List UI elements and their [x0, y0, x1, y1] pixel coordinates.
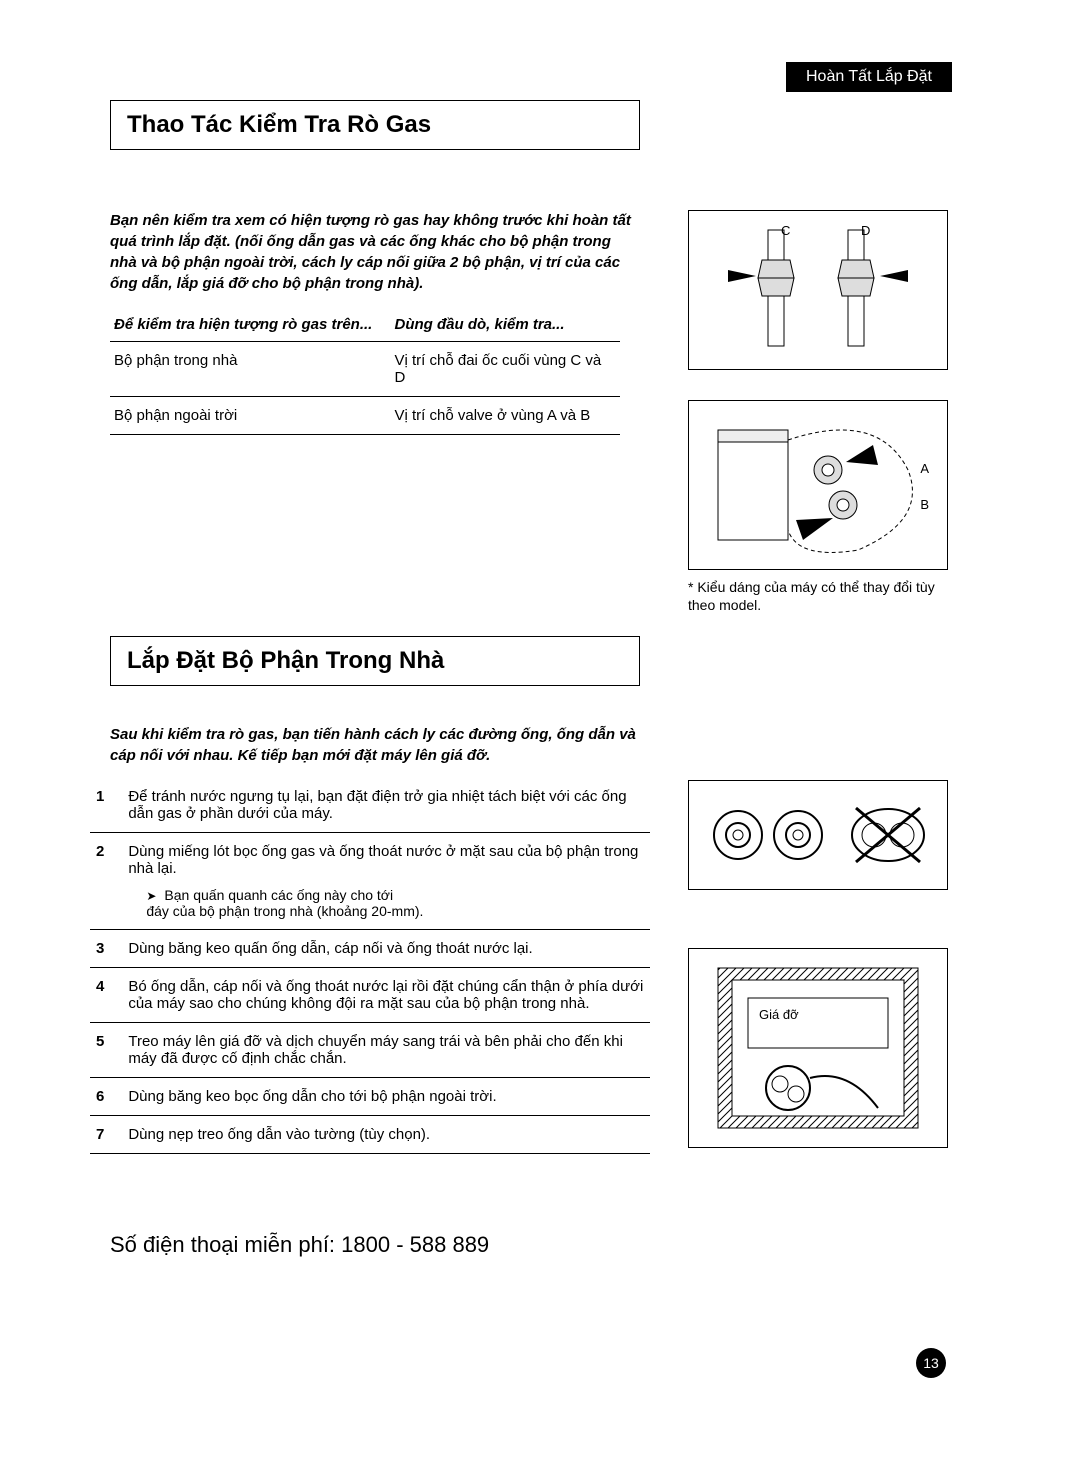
step-number: 5 — [90, 1023, 122, 1078]
label-bracket: Giá đỡ — [759, 1007, 799, 1022]
cell: Bộ phận ngoài trời — [110, 397, 391, 435]
section1-intro: Bạn nên kiểm tra xem có hiện tượng rò ga… — [110, 210, 640, 294]
header-tab: Hoàn Tất Lắp Đặt — [786, 62, 952, 92]
step-text: Để tránh nước ngưng tụ lại, bạn đặt điện… — [122, 778, 650, 833]
figure-bracket: Giá đỡ — [688, 948, 948, 1148]
step-number: 7 — [90, 1116, 122, 1154]
step-number: 2 — [90, 833, 122, 930]
section2-intro: Sau khi kiểm tra rò gas, bạn tiến hành c… — [110, 724, 660, 766]
steps-wrap: 1Để tránh nước ngưng tụ lại, bạn đặt điệ… — [90, 778, 650, 1154]
step-number: 4 — [90, 968, 122, 1023]
figure2-caption: * Kiểu dáng của máy có thể thay đổi tùy … — [688, 578, 948, 614]
table-row: Bộ phận ngoài trời Vị trí chỗ valve ở vù… — [110, 397, 620, 435]
step-row: 6Dùng băng keo bọc ống dẫn cho tới bộ ph… — [90, 1078, 650, 1116]
leak-col1-header: Để kiểm tra hiện tượng rò gas trên... — [110, 308, 391, 342]
label-d: D — [861, 223, 870, 238]
step-text: Dùng băng keo bọc ống dẫn cho tới bộ phậ… — [122, 1078, 650, 1116]
step-row: 2Dùng miếng lót bọc ống gas và ống thoát… — [90, 833, 650, 930]
section1-intro-text: Bạn nên kiểm tra xem có hiện tượng rò ga… — [110, 210, 640, 294]
step-row: 1Để tránh nước ngưng tụ lại, bạn đặt điệ… — [90, 778, 650, 833]
cell: Vị trí chỗ đai ốc cuối vùng C và D — [391, 342, 621, 397]
cell: Bộ phận trong nhà — [110, 342, 391, 397]
label-a: A — [920, 461, 929, 476]
step-row: 3Dùng băng keo quấn ống dẫn, cáp nối và … — [90, 930, 650, 968]
table-row: Bộ phận trong nhà Vị trí chỗ đai ốc cuối… — [110, 342, 620, 397]
step-number: 1 — [90, 778, 122, 833]
phone-number: Số điện thoại miễn phí: 1800 - 588 889 — [110, 1232, 489, 1258]
step-row: 5Treo máy lên giá đỡ và dịch chuyển máy … — [90, 1023, 650, 1078]
step-row: 7Dùng nẹp treo ống dẫn vào tường (tùy ch… — [90, 1116, 650, 1154]
step-text: Dùng miếng lót bọc ống gas và ống thoát … — [122, 833, 650, 930]
cell: Vị trí chỗ valve ở vùng A và B — [391, 397, 621, 435]
bracket-svg — [698, 958, 938, 1138]
leak-col2-header: Dùng đầu dò, kiểm tra... — [391, 308, 621, 342]
step-text: Dùng băng keo quấn ống dẫn, cáp nối và ố… — [122, 930, 650, 968]
step-sub: Bạn quấn quanh các ống này cho tới đáy c… — [146, 887, 644, 919]
steps-table: 1Để tránh nước ngưng tụ lại, bạn đặt điệ… — [90, 778, 650, 1154]
step-number: 6 — [90, 1078, 122, 1116]
step-row: 4Bó ống dẫn, cáp nối và ống thoát nước l… — [90, 968, 650, 1023]
step-text: Treo máy lên giá đỡ và dịch chuyển máy s… — [122, 1023, 650, 1078]
section2-title: Lắp Đặt Bộ Phận Trong Nhà — [110, 636, 640, 686]
outdoor-svg — [698, 410, 938, 560]
figure-flare-nuts: C D — [688, 210, 948, 370]
label-b: B — [920, 497, 929, 512]
section2-intro-text: Sau khi kiểm tra rò gas, bạn tiến hành c… — [110, 724, 660, 766]
step-text: Bó ống dẫn, cáp nối và ống thoát nước lạ… — [122, 968, 650, 1023]
flare-nuts-svg — [698, 220, 938, 360]
step-text: Dùng nẹp treo ống dẫn vào tường (tùy chọ… — [122, 1116, 650, 1154]
page-number: 13 — [916, 1348, 946, 1378]
pipe-wrap-svg — [698, 790, 938, 880]
figure-outdoor-valves: A B — [688, 400, 948, 570]
label-c: C — [781, 223, 790, 238]
step-number: 3 — [90, 930, 122, 968]
section1-title: Thao Tác Kiểm Tra Rò Gas — [110, 100, 640, 150]
figure-pipe-wrap — [688, 780, 948, 890]
leak-check-table-wrap: Để kiểm tra hiện tượng rò gas trên... Dù… — [110, 308, 620, 435]
leak-check-table: Để kiểm tra hiện tượng rò gas trên... Dù… — [110, 308, 620, 435]
